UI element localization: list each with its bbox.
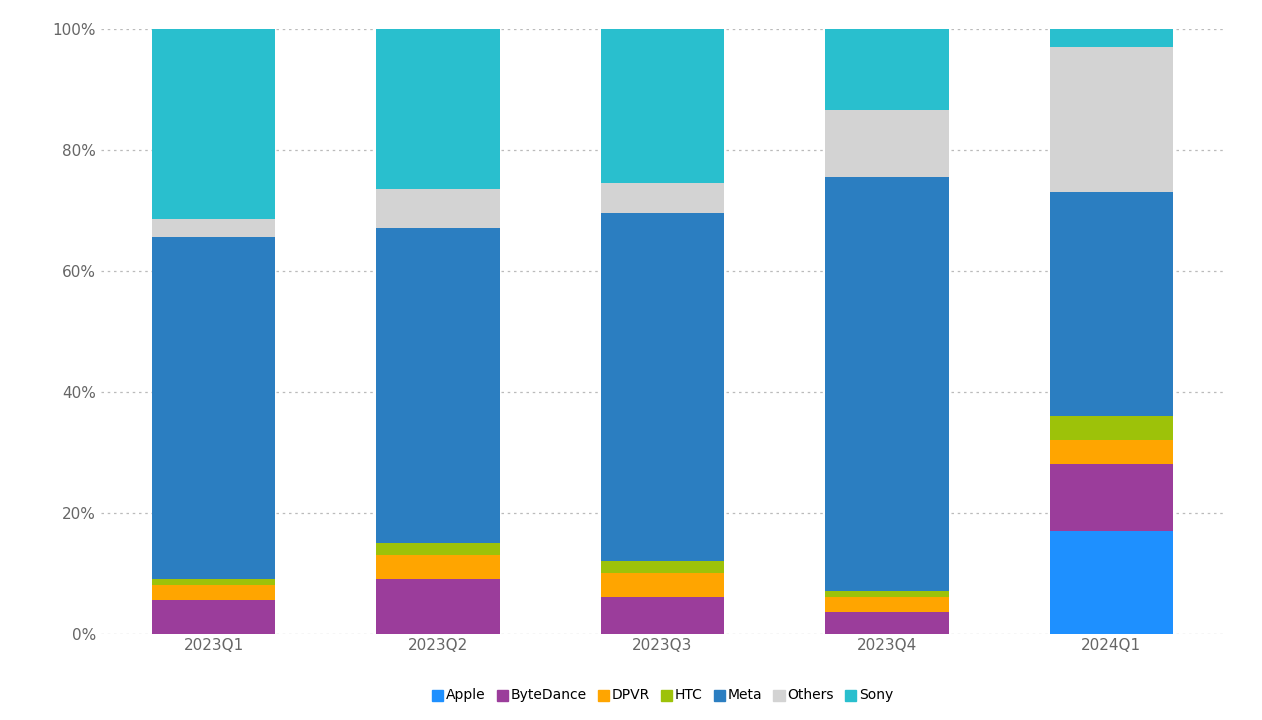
Bar <box>151 579 275 585</box>
Bar <box>1050 416 1174 440</box>
Bar <box>825 613 949 634</box>
Bar <box>376 579 500 634</box>
Bar <box>151 220 275 238</box>
Bar <box>825 177 949 591</box>
Bar <box>376 228 500 543</box>
Bar <box>825 29 949 110</box>
Bar <box>151 0 275 220</box>
Bar <box>376 29 500 189</box>
Bar <box>1050 531 1174 634</box>
Bar <box>601 213 724 561</box>
Bar <box>151 238 275 579</box>
Bar <box>376 189 500 228</box>
Bar <box>376 555 500 579</box>
Bar <box>825 110 949 177</box>
Bar <box>601 598 724 634</box>
Bar <box>151 585 275 600</box>
Bar <box>151 600 275 634</box>
Bar <box>1050 29 1174 47</box>
Bar <box>601 561 724 573</box>
Bar <box>1050 47 1174 192</box>
Bar <box>1050 464 1174 531</box>
Bar <box>1050 440 1174 464</box>
Bar <box>601 29 724 183</box>
Bar <box>1050 192 1174 416</box>
Bar <box>825 591 949 598</box>
Legend: Apple, ByteDance, DPVR, HTC, Meta, Others, Sony: Apple, ByteDance, DPVR, HTC, Meta, Other… <box>427 683 899 708</box>
Bar <box>825 598 949 613</box>
Bar <box>601 183 724 213</box>
Bar <box>376 543 500 555</box>
Bar <box>601 573 724 598</box>
